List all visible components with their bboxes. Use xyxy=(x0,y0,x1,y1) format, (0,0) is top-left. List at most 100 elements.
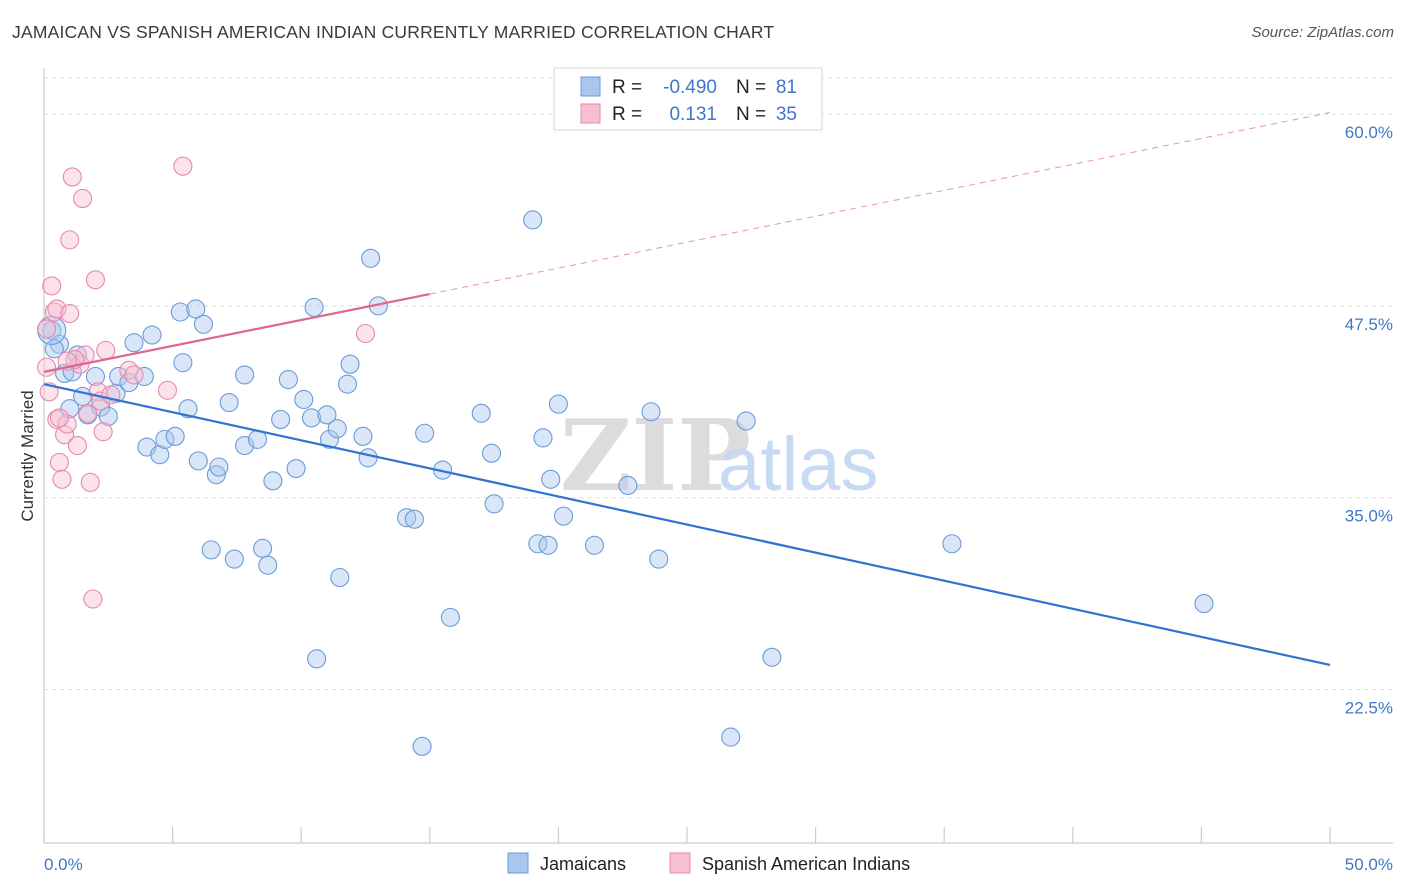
bottom-legend: Jamaicans Spanish American Indians xyxy=(507,852,910,874)
point-spanish-american-indians-27 xyxy=(124,365,144,385)
point-jamaicans-45 xyxy=(317,405,337,425)
point-spanish-american-indians-24 xyxy=(93,422,113,442)
point-jamaicans-64 xyxy=(523,210,543,230)
point-jamaicans-10 xyxy=(98,406,118,426)
point-jamaicans-33 xyxy=(235,365,255,385)
point-jamaicans-75 xyxy=(721,727,741,747)
point-jamaicans-26 xyxy=(193,314,214,334)
point-jamaicans-28 xyxy=(206,465,226,485)
point-jamaicans-65 xyxy=(528,534,548,554)
point-spanish-american-indians-1 xyxy=(37,357,57,377)
legend-r-label-2: R = xyxy=(612,104,642,125)
point-jamaicans-69 xyxy=(548,394,568,414)
trend-line-spanish-american-indians xyxy=(43,292,431,373)
point-jamaicans-57 xyxy=(412,736,432,756)
chart-title: JAMAICAN VS SPANISH AMERICAN INDIAN CURR… xyxy=(12,22,775,42)
point-jamaicans-52 xyxy=(358,448,378,468)
point-jamaicans-40 xyxy=(286,458,306,479)
point-jamaicans-27 xyxy=(201,540,221,560)
point-jamaicans-61 xyxy=(471,403,491,423)
x-tick-labels: 0.0% 50.0% xyxy=(44,855,1393,874)
legend-r-value-2: 0.131 xyxy=(669,104,717,125)
source-label: Source: ZipAtlas.com xyxy=(1251,24,1394,41)
y-tick-label-2: 47.5% xyxy=(1345,315,1393,334)
y-axis-title: Currently Married xyxy=(18,390,37,521)
point-jamaicans-21 xyxy=(170,302,190,322)
point-jamaicans-73 xyxy=(641,402,661,422)
point-jamaicans-66 xyxy=(533,428,553,448)
point-jamaicans-71 xyxy=(584,535,604,555)
point-jamaicans-58 xyxy=(415,423,435,443)
point-spanish-american-indians-7 xyxy=(49,452,69,472)
point-spanish-american-indians-14 xyxy=(67,435,87,456)
bottom-legend-jamaicans: Jamaicans xyxy=(540,854,626,874)
point-spanish-american-indians-13 xyxy=(62,167,82,187)
point-jamaicans-31 xyxy=(224,549,244,569)
bottom-legend-spanish-american-indians: Spanish American Indians xyxy=(702,854,910,874)
point-jamaicans-38 xyxy=(271,409,291,429)
point-spanish-american-indians-0 xyxy=(37,319,57,339)
legend-n-label-2: N = xyxy=(736,104,766,125)
point-jamaicans-41 xyxy=(294,389,314,410)
x-tick-label-max: 50.0% xyxy=(1345,855,1393,874)
axes xyxy=(43,68,1393,844)
point-spanish-american-indians-6 xyxy=(47,299,67,319)
legend-swatch-blue xyxy=(580,76,601,97)
point-jamaicans-42 xyxy=(301,408,322,428)
point-jamaicans-35 xyxy=(253,538,273,558)
point-jamaicans-22 xyxy=(173,353,193,373)
trend-lines xyxy=(43,112,1331,667)
point-jamaicans-43 xyxy=(304,297,324,317)
point-jamaicans-14 xyxy=(124,333,144,353)
point-jamaicans-8 xyxy=(85,366,105,387)
point-jamaicans-55 xyxy=(397,508,417,528)
point-spanish-american-indians-19 xyxy=(80,472,100,492)
point-jamaicans-76 xyxy=(736,411,756,431)
point-jamaicans-39 xyxy=(278,369,298,390)
point-spanish-american-indians-18 xyxy=(78,403,98,423)
point-jamaicans-74 xyxy=(649,549,669,569)
point-jamaicans-47 xyxy=(327,419,347,439)
point-jamaicans-51 xyxy=(353,426,373,446)
point-jamaicans-49 xyxy=(337,374,358,394)
point-spanish-american-indians-21 xyxy=(85,270,105,290)
jamaicans-points xyxy=(37,210,1214,756)
y-tick-label-0: 22.5% xyxy=(1345,699,1393,718)
point-spanish-american-indians-31 xyxy=(49,408,69,428)
legend-r-value-1: -0.490 xyxy=(663,77,717,98)
point-jamaicans-70 xyxy=(553,506,574,526)
point-jamaicans-17 xyxy=(142,325,162,345)
point-jamaicans-18 xyxy=(150,445,170,465)
point-spanish-american-indians-10 xyxy=(57,414,77,434)
legend-n-value-2: 35 xyxy=(776,104,797,125)
point-spanish-american-indians-25 xyxy=(96,340,116,360)
point-jamaicans-37 xyxy=(263,471,283,491)
y-tick-label-3: 60.0% xyxy=(1345,123,1393,142)
point-jamaicans-68 xyxy=(541,469,561,489)
point-jamaicans-23 xyxy=(178,399,198,419)
point-jamaicans-79 xyxy=(1194,594,1214,614)
point-spanish-american-indians-4 xyxy=(44,302,64,322)
point-jamaicans-46 xyxy=(319,429,340,449)
point-spanish-american-indians-8 xyxy=(52,469,72,489)
point-spanish-american-indians-29 xyxy=(173,156,193,176)
bottom-legend-swatch-spanish-american-indians xyxy=(669,852,691,874)
point-spanish-american-indians-16 xyxy=(73,188,93,208)
point-jamaicans-78 xyxy=(942,534,962,554)
point-jamaicans-30 xyxy=(219,393,239,413)
point-spanish-american-indians-30 xyxy=(355,323,376,344)
point-jamaicans-29 xyxy=(209,457,229,477)
x-tick-label-min: 0.0% xyxy=(44,855,83,874)
point-spanish-american-indians-28 xyxy=(157,380,178,400)
trend-line-spanish-american-indians-extension xyxy=(429,112,1331,295)
legend: R = -0.490 N = 81 R = 0.131 N = 35 xyxy=(553,67,823,131)
trend-line-jamaicans xyxy=(43,383,1331,667)
point-jamaicans-44 xyxy=(307,649,327,669)
watermark-atlas: atlas xyxy=(718,422,879,507)
point-jamaicans-72 xyxy=(618,475,638,495)
y-tick-labels: 22.5% 35.0% 47.5% 60.0% xyxy=(1345,123,1393,717)
point-jamaicans-62 xyxy=(481,443,502,463)
legend-r-label-1: R = xyxy=(612,77,642,98)
point-jamaicans-50 xyxy=(340,354,360,374)
